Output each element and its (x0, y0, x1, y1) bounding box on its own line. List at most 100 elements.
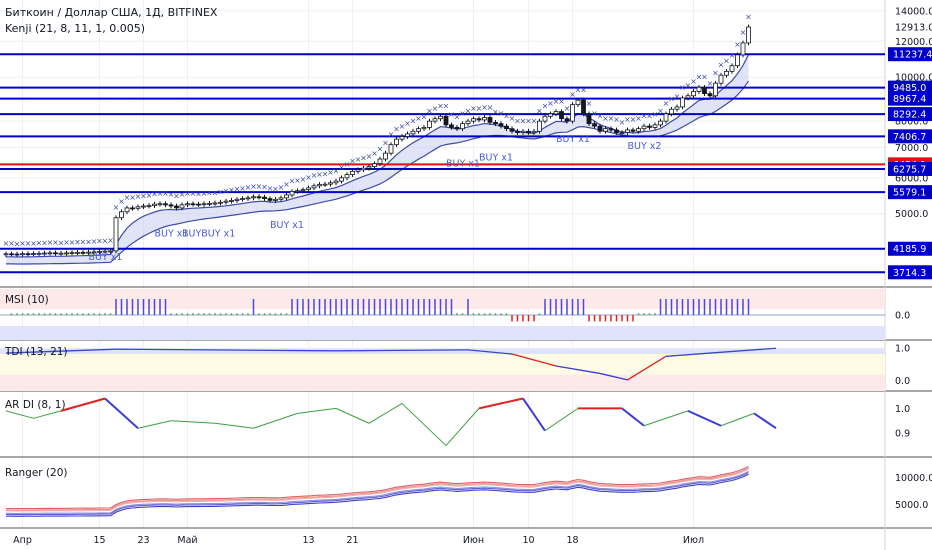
ardi-line-segment[interactable] (368, 403, 403, 424)
ardi-line-segment[interactable] (60, 397, 106, 412)
candle-body[interactable] (531, 130, 537, 133)
candle-body[interactable] (361, 167, 366, 171)
candle-body[interactable] (168, 204, 174, 207)
level-tag[interactable] (888, 161, 932, 176)
candle-body[interactable] (405, 133, 410, 137)
candles[interactable] (3, 24, 751, 258)
candle-body[interactable] (108, 250, 113, 253)
candle-body[interactable] (223, 200, 229, 203)
candle-body[interactable] (245, 197, 251, 200)
tdi-line-segment[interactable] (555, 365, 601, 375)
ranger-pane[interactable]: Ranger (20) (5, 466, 749, 517)
msi-pane[interactable]: MSI (10) (0, 289, 885, 340)
ardi-line-segment[interactable] (104, 397, 139, 429)
candle-body[interactable] (713, 82, 718, 97)
candle-body[interactable] (31, 253, 36, 255)
candle-body[interactable] (190, 203, 196, 206)
candle-body[interactable] (58, 252, 64, 255)
ranger-band-line[interactable] (5, 470, 749, 514)
ardi-line-segment[interactable] (297, 407, 337, 414)
candle-body[interactable] (152, 203, 157, 207)
ardi-line-segment[interactable] (335, 407, 370, 424)
candle-body[interactable] (718, 74, 724, 84)
candle-body[interactable] (515, 130, 520, 133)
candle-body[interactable] (592, 123, 597, 127)
candle-body[interactable] (267, 198, 273, 201)
candle-body[interactable] (432, 118, 438, 122)
candle-body[interactable] (575, 99, 581, 106)
candle-body[interactable] (586, 113, 592, 125)
tdi-line-segment[interactable] (467, 349, 513, 355)
level-tag[interactable] (888, 265, 932, 280)
candle-body[interactable] (707, 93, 713, 97)
candle-body[interactable] (658, 120, 663, 126)
candle-body[interactable] (306, 187, 311, 191)
candle-body[interactable] (350, 170, 355, 175)
candle-body[interactable] (300, 189, 306, 192)
candle-body[interactable] (504, 125, 509, 130)
ardi-line-segment[interactable] (401, 403, 447, 446)
candle-body[interactable] (75, 251, 80, 254)
candle-body[interactable] (91, 251, 97, 254)
candle-body[interactable] (443, 115, 449, 126)
candle-body[interactable] (333, 180, 339, 184)
candle-body[interactable] (86, 251, 91, 254)
ardi-line-segment[interactable] (621, 407, 645, 427)
candle-body[interactable] (20, 253, 25, 256)
candle-body[interactable] (537, 120, 542, 132)
candle-body[interactable] (669, 108, 674, 115)
candle-body[interactable] (344, 174, 350, 179)
candle-body[interactable] (691, 91, 696, 97)
candle-body[interactable] (724, 70, 729, 76)
candle-body[interactable] (47, 252, 53, 255)
candle-body[interactable] (14, 253, 20, 256)
candle-body[interactable] (130, 207, 135, 210)
tdi-line-segment[interactable] (665, 347, 777, 357)
ardi-line-segment[interactable] (5, 410, 34, 419)
ranger-band-line[interactable] (6, 467, 749, 511)
candle-body[interactable] (322, 183, 328, 186)
level-tag[interactable] (888, 241, 932, 256)
ardi-line-segment[interactable] (33, 410, 62, 419)
candle-body[interactable] (141, 205, 146, 208)
candle-body[interactable] (207, 202, 212, 205)
candle-body[interactable] (174, 205, 179, 209)
candle-body[interactable] (421, 127, 427, 130)
candle-body[interactable] (251, 196, 256, 199)
candle-body[interactable] (564, 118, 570, 122)
candle-body[interactable] (614, 129, 619, 133)
candle-body[interactable] (471, 118, 476, 122)
candle-body[interactable] (647, 125, 652, 128)
candle-body[interactable] (399, 136, 405, 140)
price-axis[interactable]: 14000.0 12000.0 10000.0 8000.0 7000.0 6000.0 5… (888, 6, 932, 511)
candle-body[interactable] (289, 191, 295, 196)
candle-body[interactable] (366, 166, 372, 169)
ardi-line-segment[interactable] (137, 420, 172, 429)
candle-body[interactable] (416, 128, 421, 132)
candle-body[interactable] (388, 144, 394, 154)
tdi-pane[interactable]: TDI (13, 21) (0, 346, 885, 391)
candle-body[interactable] (608, 128, 614, 131)
candle-body[interactable] (157, 203, 163, 206)
candle-body[interactable] (355, 169, 361, 172)
candle-body[interactable] (262, 196, 267, 199)
candle-body[interactable] (273, 198, 278, 201)
candle-body[interactable] (465, 120, 471, 125)
candle-body[interactable] (740, 42, 746, 56)
candle-body[interactable] (196, 203, 201, 206)
candle-body[interactable] (509, 128, 515, 132)
ardi-line-segment[interactable] (753, 412, 777, 430)
candle-body[interactable] (119, 211, 124, 219)
candle-body[interactable] (9, 253, 14, 256)
ranger-band-line[interactable] (6, 468, 749, 512)
tdi-line-segment[interactable] (627, 355, 667, 381)
candle-body[interactable] (548, 113, 553, 117)
candle-body[interactable] (185, 203, 190, 206)
candle-body[interactable] (372, 163, 377, 168)
candle-body[interactable] (460, 123, 465, 130)
candle-body[interactable] (559, 111, 564, 120)
candle-body[interactable] (295, 190, 300, 193)
candle-body[interactable] (729, 65, 735, 72)
ardi-line-segment[interactable] (720, 412, 755, 427)
candle-body[interactable] (124, 207, 130, 213)
